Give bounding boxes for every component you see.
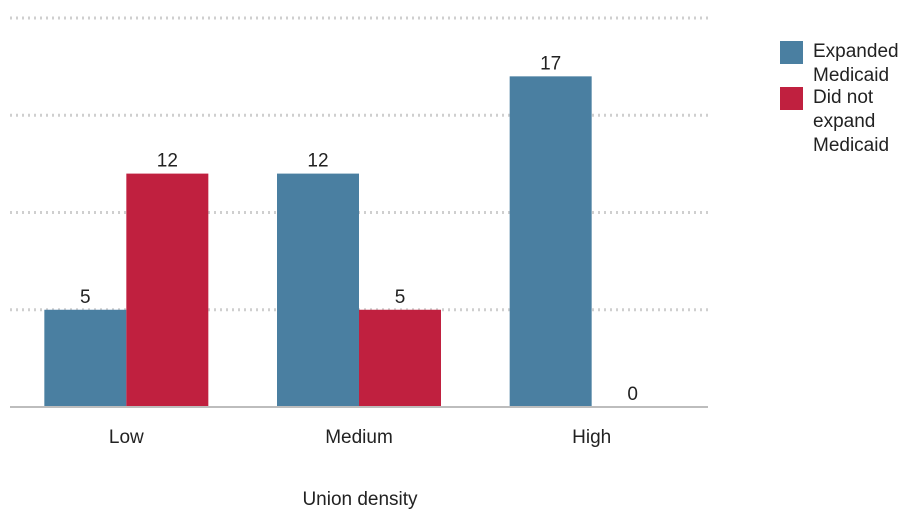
data-label-medium-series-2: 5 (395, 287, 406, 308)
bars: 5 12 12 5 17 0 (44, 53, 638, 407)
x-axis-title: Union density (302, 489, 418, 510)
x-tick-label-high: High (572, 427, 611, 448)
data-label-high-series-2: 0 (627, 384, 638, 405)
data-label-medium-series-1: 12 (307, 151, 328, 172)
bar-medium-series-1 (277, 173, 359, 407)
legend-item-not-expanded: Did not expand Medicaid (780, 86, 921, 158)
bar-medium-series-2 (359, 309, 441, 407)
data-label-low-series-2: 12 (157, 151, 178, 172)
legend-label-not-expanded: Did not expand Medicaid (813, 87, 890, 156)
x-tick-label-medium: Medium (325, 427, 393, 448)
bar-high-series-1 (509, 76, 592, 407)
bar-low-series-2 (126, 173, 209, 407)
data-label-low-series-1: 5 (80, 287, 91, 308)
bar-low-series-1 (44, 309, 127, 407)
legend-swatch-not-expanded (780, 87, 803, 110)
legend-label-expanded: Expanded Medicaid (813, 41, 899, 86)
legend: Expanded Medicaid Did not expand Medicai… (780, 40, 921, 158)
legend-item-expanded: Expanded Medicaid (780, 40, 921, 88)
data-label-high-series-1: 17 (540, 53, 561, 74)
legend-swatch-expanded (780, 41, 803, 64)
x-tick-labels: Low Medium High (109, 427, 611, 448)
x-tick-label-low: Low (109, 427, 144, 448)
